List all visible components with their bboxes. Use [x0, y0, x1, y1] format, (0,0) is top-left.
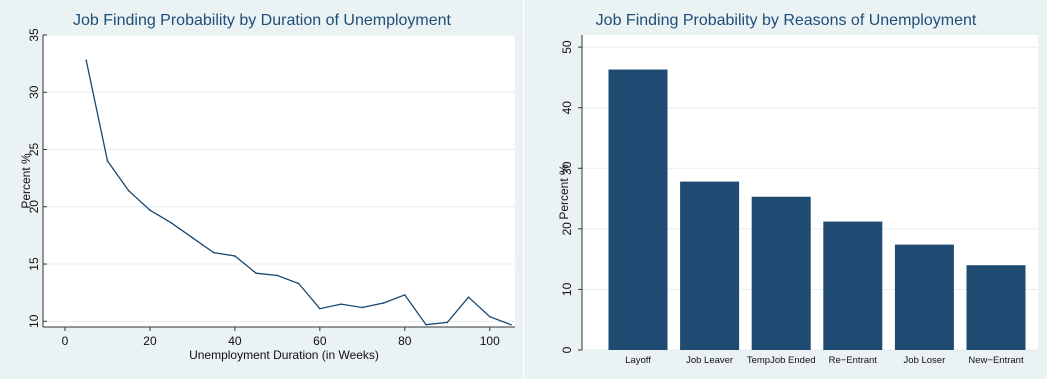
duration-point	[297, 282, 300, 285]
y-tick-label: 35	[27, 28, 41, 42]
duration-point	[149, 209, 151, 211]
duration-point	[85, 59, 88, 61]
line-chart-series	[85, 59, 512, 326]
duration-point	[488, 315, 491, 318]
duration-point	[276, 274, 279, 277]
bar-chart: Job Finding Probability by Reasons of Un…	[557, 12, 1038, 366]
category-label: Re−Entrant	[829, 355, 878, 366]
duration-point	[404, 294, 406, 296]
y-tick-label: 25	[27, 143, 41, 157]
y-tick-label: 50	[560, 40, 574, 54]
y-tick-label: 20	[560, 222, 574, 236]
y-tick-label: 10	[560, 282, 574, 296]
bar-chart-panel: Job Finding Probability by Reasons of Un…	[524, 0, 1047, 379]
duration-point	[127, 189, 130, 192]
line-chart-xlabel: Unemployment Duration (in Weeks)	[189, 348, 379, 362]
duration-point	[340, 303, 342, 305]
y-tick-label: 40	[560, 101, 574, 115]
bar-chart-ticks: 0 10 20 30 40 50 Layoff Job Leaver TempJob Ended…	[560, 40, 1024, 366]
bar-chart-ylabel: Percent %	[557, 164, 571, 220]
duration-point	[425, 323, 427, 326]
y-tick-label: 30	[560, 161, 574, 175]
x-tick-label: 0	[62, 334, 69, 348]
line-chart-ylabel: Percent %	[19, 153, 33, 209]
category-label: TempJob Ended	[747, 355, 816, 366]
x-tick-label: 80	[398, 334, 412, 348]
x-tick-label: 20	[143, 334, 157, 348]
duration-point	[467, 296, 470, 299]
bar	[823, 221, 883, 350]
bar	[894, 244, 954, 350]
line-plot-area	[43, 35, 515, 327]
bar	[608, 69, 668, 351]
y-tick-label: 20	[27, 200, 41, 214]
duration-point	[106, 160, 109, 162]
x-tick-label: 40	[228, 334, 242, 348]
duration-point	[361, 306, 364, 309]
line-chart-gridlines	[43, 34, 515, 322]
category-label: Job Loser	[904, 355, 946, 366]
x-tick-label: 60	[313, 334, 327, 348]
bar	[680, 181, 740, 350]
duration-point	[510, 323, 512, 326]
bar-chart-bars	[608, 69, 1026, 351]
duration-point	[446, 321, 449, 324]
bar	[966, 265, 1026, 350]
y-tick-label: 0	[560, 346, 574, 353]
bar-chart-title: Job Finding Probability by Reasons of Un…	[596, 12, 977, 29]
line-chart-title: Job Finding Probability by Duration of U…	[73, 12, 452, 29]
line-chart: Job Finding Probability by Duration of U…	[19, 12, 515, 362]
category-label: New−Entrant	[968, 355, 1024, 366]
line-chart-axes	[42, 35, 515, 328]
duration-point	[319, 307, 321, 310]
duration-point	[191, 236, 194, 239]
y-tick-label: 10	[27, 314, 41, 328]
duration-point	[382, 302, 385, 304]
category-label: Job Leaver	[686, 355, 733, 366]
duration-point	[255, 272, 257, 274]
line-chart-panel: Job Finding Probability by Duration of U…	[0, 0, 523, 379]
y-tick-label: 30	[27, 85, 41, 99]
y-tick-label: 15	[27, 257, 41, 271]
bar	[751, 196, 811, 350]
category-label: Layoff	[625, 355, 651, 366]
x-tick-label: 100	[480, 334, 500, 348]
line-chart-ticks: 10 15 20 25 30 35 0 20 40 60 80 100	[27, 28, 500, 348]
duration-point	[170, 221, 172, 224]
duration-point	[234, 255, 236, 257]
duration-point	[212, 251, 215, 254]
